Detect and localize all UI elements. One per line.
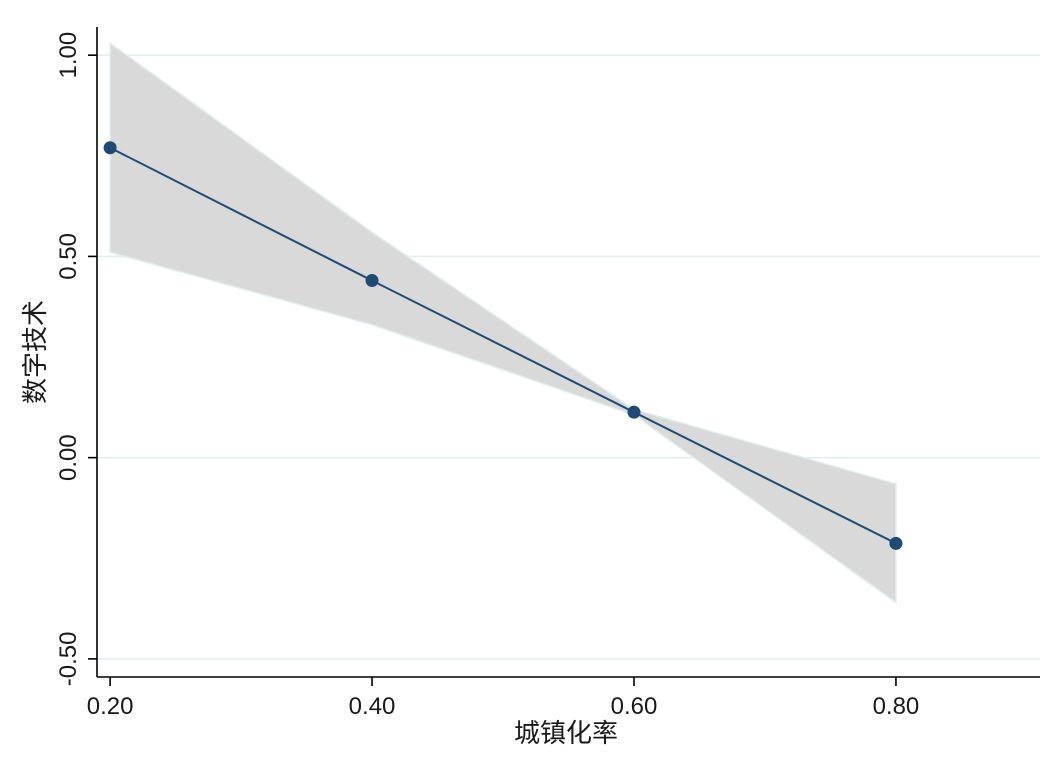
fitted-line bbox=[109, 146, 897, 545]
confidence-band bbox=[109, 41, 897, 605]
data-point bbox=[365, 274, 379, 288]
series-line bbox=[109, 146, 897, 545]
confidence-interval-band bbox=[109, 41, 897, 605]
data-point bbox=[889, 536, 903, 550]
x-tick-label: 0.80 bbox=[873, 693, 920, 720]
y-axis-ticks: -0.50 0.00 0.50 1.00 bbox=[55, 32, 97, 686]
axes bbox=[96, 27, 1040, 678]
y-tick-label: 0.00 bbox=[55, 434, 82, 481]
x-tick-label: 0.40 bbox=[349, 693, 396, 720]
data-point bbox=[103, 141, 117, 155]
data-points bbox=[103, 141, 903, 550]
x-tick-label: 0.20 bbox=[87, 693, 134, 720]
y-tick-label: -0.50 bbox=[55, 632, 82, 687]
y-axis-title: 数字技术 bbox=[21, 300, 51, 404]
y-tick-label: 0.50 bbox=[55, 233, 82, 280]
data-point bbox=[627, 405, 641, 419]
x-axis-title: 城镇化率 bbox=[514, 719, 618, 749]
y-tick-label: 1.00 bbox=[55, 32, 82, 79]
x-tick-label: 0.60 bbox=[611, 693, 658, 720]
x-axis-ticks: 0.20 0.40 0.60 0.80 bbox=[87, 677, 920, 720]
